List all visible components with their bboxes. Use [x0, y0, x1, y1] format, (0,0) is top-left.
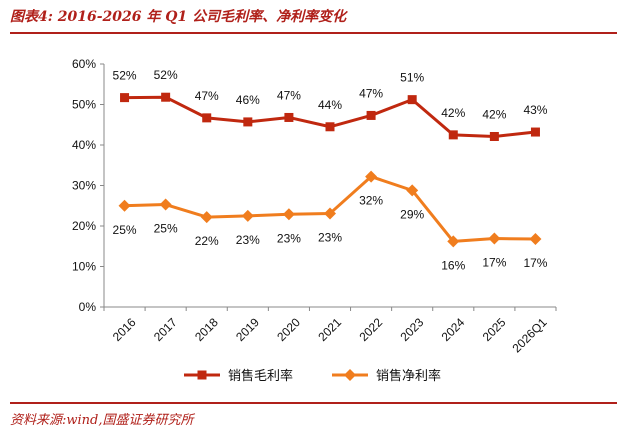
title-rule: [10, 32, 617, 34]
data-label: 47%: [277, 88, 301, 102]
data-point: [161, 92, 171, 102]
data-point: [284, 112, 294, 122]
data-label: 23%: [236, 233, 260, 247]
data-point: [489, 131, 499, 141]
data-point: [159, 198, 172, 211]
source-note: 资料来源:wind,国盛证券研究所: [10, 413, 194, 428]
data-point: [200, 211, 213, 224]
data-point: [366, 110, 376, 120]
x-tick-label: 2025: [480, 315, 509, 344]
x-tick-label: 2022: [356, 315, 385, 344]
data-label: 25%: [113, 223, 137, 237]
data-label: 46%: [236, 93, 260, 107]
data-label: 23%: [277, 231, 301, 245]
data-point: [447, 235, 460, 248]
figure-title: 图表4: 2016-2026 年 Q1 公司毛利率、净利率变化: [10, 9, 347, 25]
x-tick-label: 2016: [110, 315, 139, 344]
data-point: [406, 184, 419, 197]
source-rule: [10, 402, 617, 404]
x-tick-label: 2017: [151, 315, 180, 344]
y-tick-label: 30%: [72, 179, 96, 193]
data-label: 16%: [441, 258, 465, 272]
data-label: 47%: [195, 89, 219, 103]
x-tick-label: 2018: [192, 315, 221, 344]
legend-label: 销售毛利率: [228, 368, 293, 384]
legend-marker: [344, 369, 356, 381]
data-point: [202, 113, 212, 123]
x-tick-label: 2024: [439, 315, 468, 344]
data-point: [407, 95, 417, 105]
data-label: 17%: [523, 256, 547, 270]
data-point: [448, 130, 458, 140]
data-label: 52%: [154, 68, 178, 82]
data-label: 22%: [195, 234, 219, 248]
data-label: 42%: [482, 107, 506, 121]
data-label: 47%: [359, 86, 383, 100]
legend-label: 销售净利率: [376, 368, 441, 384]
data-point: [325, 122, 335, 132]
data-point: [488, 232, 501, 245]
x-tick-label: 2019: [233, 315, 262, 344]
data-point: [324, 207, 336, 220]
y-tick-label: 20%: [72, 219, 96, 233]
data-label: 29%: [400, 207, 424, 221]
data-label: 32%: [359, 194, 383, 208]
line-chart: 0% 10% 20% 30% 40% 50% 60% 2016 2017 2018 2019 2020…: [72, 57, 557, 384]
x-tick-label: 2026Q1: [509, 315, 549, 355]
x-tick-label: 2023: [398, 315, 427, 344]
data-point: [118, 199, 131, 212]
y-tick-label: 40%: [72, 138, 96, 152]
data-point: [282, 208, 295, 221]
data-point: [530, 127, 540, 137]
data-label: 17%: [482, 256, 506, 270]
y-tick-label: 10%: [72, 260, 96, 274]
y-tick-label: 50%: [72, 98, 96, 112]
data-label: 25%: [154, 222, 178, 236]
data-point: [243, 117, 253, 127]
x-tick-label: 2021: [315, 315, 344, 344]
data-label: 43%: [523, 103, 547, 117]
data-label: 52%: [113, 69, 137, 83]
y-tick-label: 60%: [72, 57, 96, 71]
data-label: 51%: [400, 71, 424, 85]
data-point: [365, 170, 378, 183]
x-tick-label: 2020: [274, 315, 303, 344]
data-point: [529, 232, 542, 245]
data-point: [120, 93, 130, 103]
y-tick-label: 0%: [79, 300, 97, 314]
legend-marker: [197, 370, 207, 380]
data-label: 42%: [441, 106, 465, 120]
data-point: [241, 209, 254, 222]
data-label: 44%: [318, 98, 342, 112]
data-label: 23%: [318, 230, 342, 244]
